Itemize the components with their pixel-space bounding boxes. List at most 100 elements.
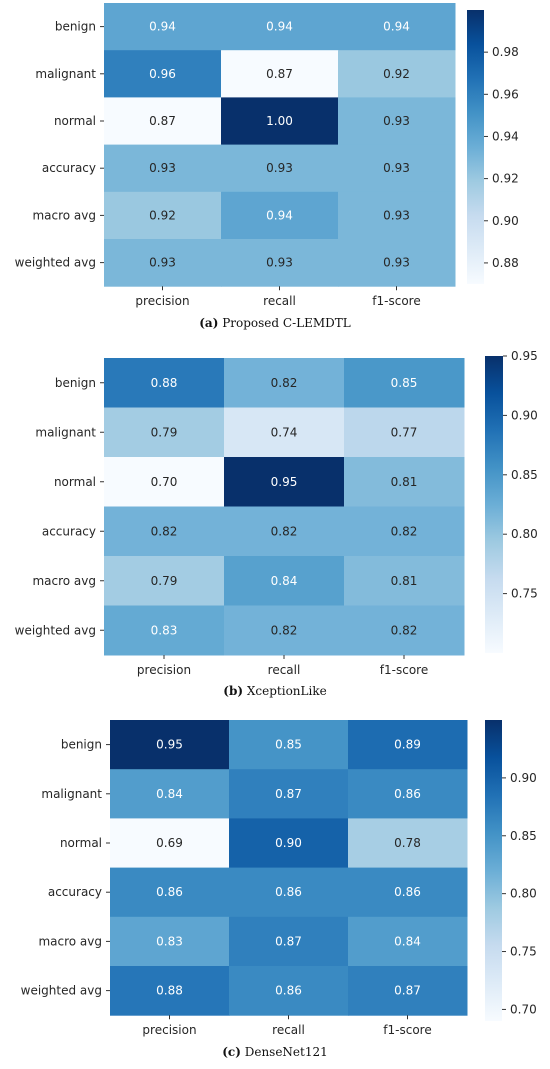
colorbar-tick-label: 0.96: [492, 87, 519, 101]
cell-value-label: 0.94: [383, 20, 410, 34]
y-tick-label: malignant: [41, 787, 102, 801]
heatmap-cell-normal-precision: [110, 818, 230, 869]
y-tick-label: accuracy: [42, 524, 96, 538]
cell-value-label: 1.00: [266, 114, 293, 128]
heatmap-cell-weighted-avg-recall: [224, 605, 345, 656]
heatmap-cell-weighted-avg-precision: [104, 239, 222, 287]
colorbar-tick-label: 0.80: [511, 527, 538, 541]
heatmap-cell-benign-precision: [104, 3, 222, 51]
cell-value-label: 0.70: [151, 475, 178, 489]
heatmap-cell-weighted-avg-f1-score: [338, 239, 456, 287]
heatmap-cell-malignant-recall: [224, 407, 345, 458]
heatmap-cell-normal-f1-score: [338, 97, 456, 146]
heatmap-cell-macro-avg-precision: [104, 191, 222, 240]
y-tick-label: accuracy: [42, 161, 96, 175]
caption-b: (b) XceptionLike: [0, 684, 550, 698]
heatmap-cell-macro-avg-recall: [229, 916, 349, 967]
x-tick-label: precision: [135, 294, 189, 308]
colorbar-tick-label: 0.85: [510, 829, 537, 843]
cell-value-label: 0.82: [271, 623, 298, 637]
cell-value-label: 0.93: [383, 161, 410, 175]
heatmap-cell-weighted-avg-f1-score: [344, 605, 465, 656]
cell-value-label: 0.89: [394, 738, 421, 752]
cell-value-label: 0.69: [156, 836, 183, 850]
colorbar-tick-label: 0.94: [492, 129, 519, 143]
y-tick-label: weighted avg: [15, 623, 96, 637]
y-tick-label: macro avg: [38, 934, 102, 948]
cell-value-label: 0.79: [151, 574, 178, 588]
heatmap-cell-benign-f1-score: [338, 3, 456, 51]
heatmap-cell-benign-f1-score: [348, 720, 468, 770]
heatmap-panel-a: 0.94 0.94 0.94 0.96 0.87 0.92 0.87 1.00 0.93 0.93…: [0, 0, 550, 340]
heatmap-cell-normal-f1-score: [344, 457, 465, 507]
cell-value-label: 0.84: [271, 574, 298, 588]
heatmap-cell-weighted-avg-precision: [104, 605, 225, 656]
cell-value-label: 0.87: [266, 67, 293, 81]
heatmap-cell-benign-f1-score: [344, 358, 465, 408]
cell-value-label: 0.86: [275, 885, 302, 899]
heatmap-cell-malignant-precision: [104, 407, 225, 458]
heatmap-cell-normal-precision: [104, 97, 222, 146]
heatmap-cell-weighted-avg-recall: [221, 239, 339, 287]
cell-value-label: 0.93: [383, 256, 410, 270]
y-tick-label: macro avg: [32, 208, 96, 222]
caption-text: Proposed C-LEMDTL: [222, 316, 351, 330]
heatmap-cell-macro-avg-precision: [110, 916, 230, 967]
y-tick-label: benign: [55, 376, 96, 390]
cell-value-label: 0.94: [266, 208, 293, 222]
cell-value-label: 0.77: [391, 425, 418, 439]
cell-value-label: 0.84: [394, 934, 421, 948]
x-tick-label: f1-score: [380, 663, 428, 677]
heatmap-chart-a: 0.94 0.94 0.94 0.96 0.87 0.92 0.87 1.00 0.93 0.93…: [15, 3, 519, 308]
colorbar-tick-label: 0.75: [510, 945, 537, 959]
colorbar-tick-label: 0.85: [511, 468, 538, 482]
colorbar: [485, 720, 502, 1021]
heatmap-cell-macro-avg-f1-score: [338, 191, 456, 240]
cell-value-label: 0.93: [266, 256, 293, 270]
x-tick-label: f1-score: [372, 294, 420, 308]
cell-value-label: 0.92: [383, 67, 410, 81]
heatmap-cell-macro-avg-f1-score: [344, 556, 465, 606]
cell-value-label: 0.82: [271, 524, 298, 538]
cell-value-label: 0.95: [156, 738, 183, 752]
caption-text: DenseNet121: [244, 1045, 328, 1059]
cell-value-label: 0.90: [275, 836, 302, 850]
caption-label: (b): [223, 684, 244, 698]
heatmap-cell-accuracy-recall: [224, 506, 345, 557]
cell-value-label: 0.93: [266, 161, 293, 175]
heatmap-cell-weighted-avg-f1-score: [348, 966, 468, 1016]
heatmap-panel-c: 0.95 0.85 0.89 0.84 0.87 0.86 0.69 0.90 0.78 0.86…: [0, 710, 550, 1069]
colorbar-tick-label: 0.88: [492, 256, 519, 270]
x-tick-label: precision: [142, 1023, 196, 1037]
colorbar-tick-label: 0.98: [492, 45, 519, 59]
heatmap-cell-malignant-f1-score: [338, 50, 456, 98]
y-tick-label: weighted avg: [15, 256, 96, 270]
colorbar: [485, 356, 503, 653]
cell-value-label: 0.87: [275, 934, 302, 948]
heatmap-cell-malignant-recall: [221, 50, 339, 98]
heatmap-cell-normal-recall: [229, 818, 349, 869]
heatmap-cell-weighted-avg-recall: [229, 966, 349, 1016]
heatmap-cell-macro-avg-recall: [221, 191, 339, 240]
cell-value-label: 0.83: [156, 934, 183, 948]
caption-text: XceptionLike: [246, 684, 327, 698]
cell-value-label: 0.88: [151, 376, 178, 390]
colorbar-tick-label: 0.75: [511, 587, 538, 601]
cell-value-label: 0.82: [151, 524, 178, 538]
heatmap-cell-macro-avg-recall: [224, 556, 345, 606]
y-tick-label: malignant: [35, 425, 96, 439]
heatmap-cell-weighted-avg-precision: [110, 966, 230, 1016]
heatmap-cell-normal-recall: [224, 457, 345, 507]
y-tick-label: weighted avg: [21, 984, 102, 998]
caption-c: (c) DenseNet121: [0, 1045, 550, 1059]
colorbar-tick-label: 0.70: [510, 1002, 537, 1016]
x-tick-label: recall: [272, 1023, 305, 1037]
heatmap-cell-normal-recall: [221, 97, 339, 146]
cell-value-label: 0.96: [149, 67, 176, 81]
cell-value-label: 0.93: [149, 161, 176, 175]
heatmap-cell-accuracy-precision: [110, 867, 230, 918]
y-tick-label: benign: [61, 738, 102, 752]
x-tick-label: f1-score: [383, 1023, 431, 1037]
cell-value-label: 0.74: [271, 425, 298, 439]
cell-value-label: 0.85: [391, 376, 418, 390]
